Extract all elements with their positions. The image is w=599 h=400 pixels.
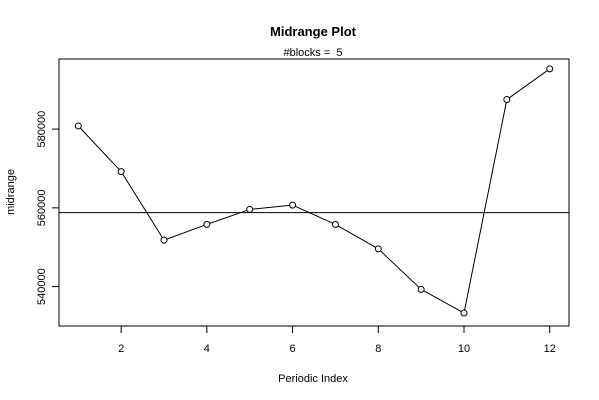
data-point bbox=[160, 236, 168, 244]
y-tick-label: 540000 bbox=[36, 268, 48, 305]
y-axis-label: midrange bbox=[5, 169, 17, 215]
series-segment bbox=[337, 225, 376, 248]
series-segment bbox=[423, 290, 462, 312]
data-point bbox=[331, 220, 339, 228]
data-point bbox=[546, 65, 554, 73]
y-tick-label: 560000 bbox=[36, 189, 48, 226]
data-point bbox=[374, 245, 382, 253]
series-segment bbox=[79, 127, 120, 170]
y-tick-label: 580000 bbox=[36, 111, 48, 148]
series-line-group bbox=[79, 70, 548, 312]
data-point bbox=[246, 205, 254, 213]
x-tick-label: 10 bbox=[458, 343, 470, 355]
series-segment bbox=[122, 173, 163, 238]
series-segment bbox=[295, 205, 333, 224]
series-points-group bbox=[74, 65, 554, 317]
x-axis-label: Periodic Index bbox=[278, 373, 348, 385]
series-segment bbox=[252, 204, 290, 210]
data-point bbox=[460, 309, 468, 317]
data-point bbox=[503, 96, 511, 104]
series-segment bbox=[380, 250, 420, 288]
x-tick-label: 6 bbox=[290, 343, 296, 355]
x-tick-label: 8 bbox=[375, 343, 381, 355]
data-point bbox=[417, 285, 425, 293]
x-axis: 2 4 6 8 10 12 bbox=[118, 325, 556, 355]
x-tick-label: 4 bbox=[204, 343, 210, 355]
data-point bbox=[117, 168, 125, 176]
x-tick-label: 12 bbox=[544, 343, 556, 355]
series-segment bbox=[209, 209, 248, 224]
series-segment bbox=[464, 102, 507, 311]
y-axis: 540000 560000 580000 bbox=[36, 111, 60, 305]
x-tick-label: 2 bbox=[118, 343, 124, 355]
data-point bbox=[203, 220, 211, 228]
chart-title: Midrange Plot bbox=[270, 24, 357, 39]
plot-frame bbox=[58, 58, 570, 327]
chart-subtitle: #blocks = 5 bbox=[283, 47, 342, 59]
series-segment bbox=[166, 224, 205, 240]
series-segment bbox=[509, 70, 548, 99]
data-point bbox=[289, 201, 297, 209]
data-point bbox=[74, 122, 82, 130]
